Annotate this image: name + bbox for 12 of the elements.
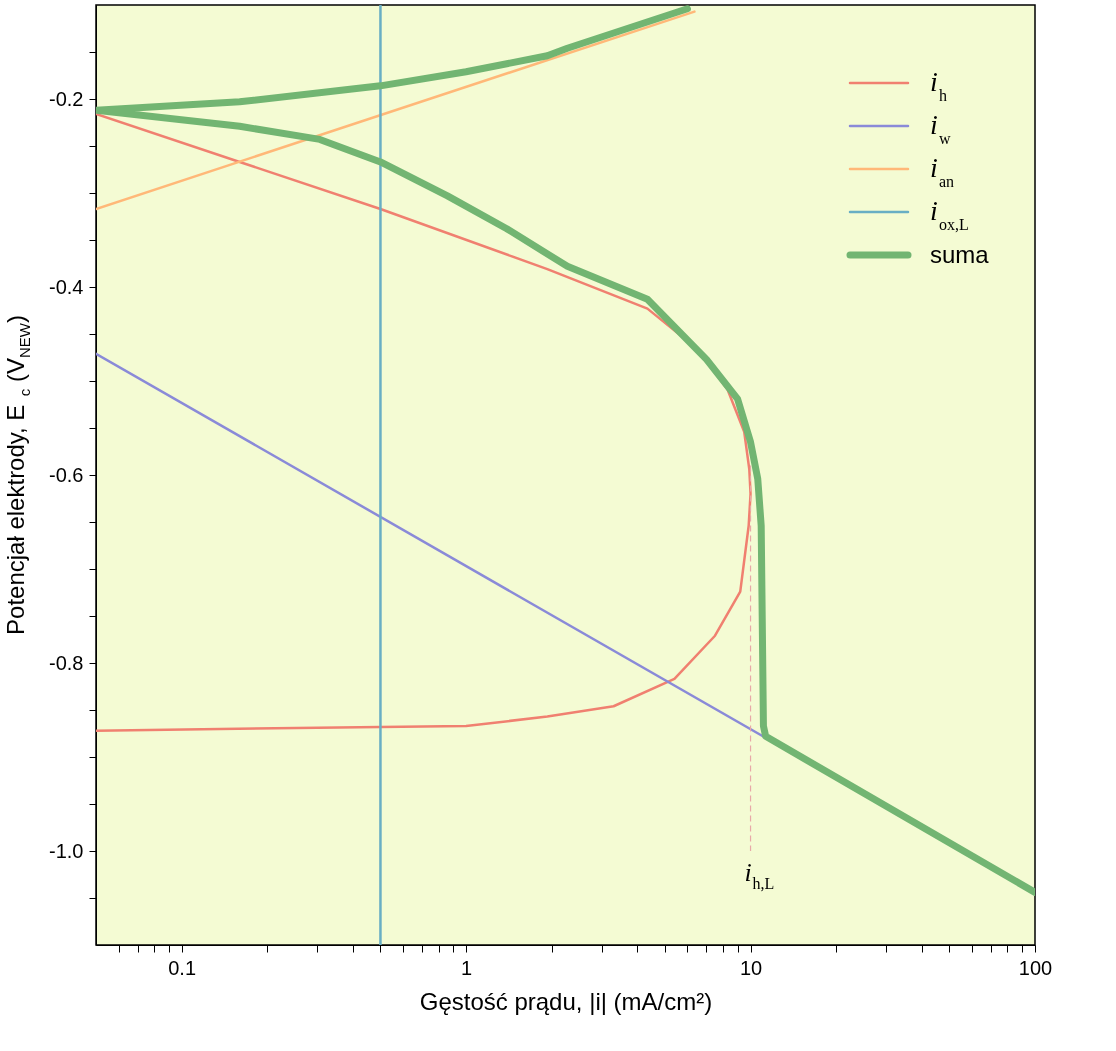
y-tick-label: -0.2: [49, 87, 84, 110]
x-tick-label: 100: [1018, 956, 1053, 979]
y-tick-label: -1.0: [49, 839, 84, 862]
legend-label: suma: [930, 241, 990, 268]
y-tick-label: -0.8: [49, 651, 84, 674]
x-tick-label: 0.1: [168, 956, 197, 979]
y-tick-label: -0.6: [49, 463, 84, 486]
y-tick-label: -0.4: [49, 275, 84, 298]
x-axis-title: Gęstość prądu, |i| (mA/cm²): [419, 987, 713, 1015]
y-axis-title: Potencjał elektrody, Ec (VNEW): [2, 315, 33, 635]
x-tick-label: 10: [739, 956, 763, 979]
x-tick-label: 1: [461, 956, 473, 979]
